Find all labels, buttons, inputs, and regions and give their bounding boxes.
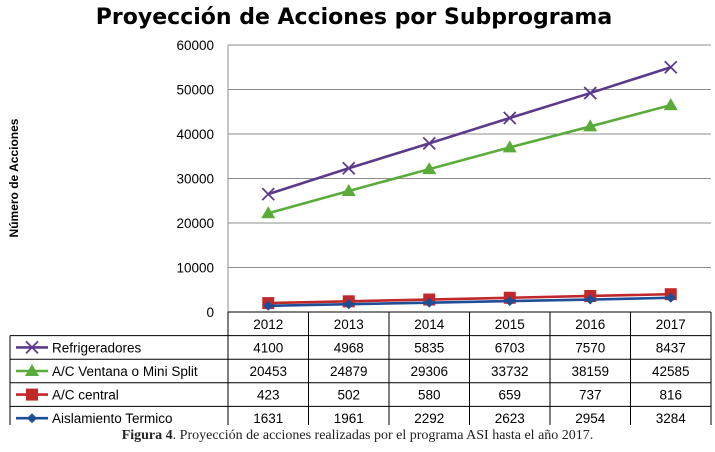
table-value: 8437 — [656, 340, 686, 355]
legend-key — [16, 364, 48, 376]
figure-caption: Figura 4. Proyección de acciones realiza… — [0, 428, 715, 444]
y-tick-label: 10000 — [176, 261, 214, 276]
series-a-c-ventana-o-mini-split — [261, 98, 678, 219]
series-line — [268, 296, 671, 308]
data-table: 2012 2013 2014 2015 2016 2017 Refrigeradores 41… — [9, 311, 712, 425]
series-line — [267, 66, 672, 196]
data-point — [583, 86, 597, 100]
table-value: 38159 — [571, 364, 609, 379]
line-chart: Proyección de Acciones por Subprograma N… — [7, 5, 712, 425]
x-tick-label: 2016 — [575, 317, 605, 332]
table-value: 659 — [498, 388, 521, 403]
table-value: 2954 — [575, 411, 606, 425]
data-point — [503, 111, 517, 125]
data-point — [342, 161, 356, 175]
table-value: 20453 — [249, 364, 287, 379]
data-point — [422, 162, 437, 175]
table-value: 29306 — [410, 364, 448, 379]
data-point — [583, 119, 598, 132]
data-point — [261, 187, 275, 201]
x-tick-label: 2014 — [414, 317, 445, 332]
x-tick-label: 2015 — [495, 317, 525, 332]
data-point — [665, 292, 676, 303]
legend-key — [16, 413, 48, 424]
legend-label: A/C central — [52, 388, 119, 403]
table-value: 1961 — [334, 411, 364, 425]
legend-label: Aislamiento Termico — [52, 411, 173, 425]
data-point — [341, 183, 356, 196]
y-tick-label: 60000 — [176, 38, 214, 53]
data-point — [664, 60, 678, 74]
table-value: 4968 — [334, 340, 364, 355]
y-tick-label: 50000 — [176, 83, 214, 98]
series-refrigeradores — [261, 60, 678, 201]
table-value: 42585 — [652, 364, 690, 379]
data-point — [502, 140, 517, 153]
legend-key — [16, 340, 48, 355]
y-tick-label: 30000 — [176, 172, 214, 187]
table-value: 3284 — [656, 411, 687, 425]
data-point — [261, 206, 276, 219]
table-value: 5835 — [414, 340, 444, 355]
data-point — [263, 300, 274, 311]
table-value: 2292 — [414, 411, 444, 425]
table-value: 580 — [418, 388, 441, 403]
legend-label: Refrigeradores — [52, 340, 142, 355]
series-line — [268, 292, 671, 305]
x-tick-label: 2012 — [253, 317, 283, 332]
legend-key — [16, 388, 48, 401]
gridlines — [227, 44, 711, 312]
series-line — [267, 103, 672, 215]
caption-text: . Proyección de acciones realizadas por … — [172, 428, 594, 443]
data-point — [25, 364, 39, 376]
y-tick-label: 40000 — [176, 127, 214, 142]
table-value: 502 — [337, 388, 360, 403]
series-aislamiento-termico — [263, 292, 676, 311]
y-tick-label: 20000 — [176, 216, 214, 231]
chart-title: Proyección de Acciones por Subprograma — [96, 5, 612, 30]
data-point — [343, 299, 354, 310]
data-point — [585, 294, 596, 305]
table-value: 4100 — [253, 340, 283, 355]
data-point — [422, 136, 436, 150]
y-axis-ticks: 60000 50000 40000 30000 20000 10000 0 — [176, 38, 214, 320]
y-axis-label: Número de Acciones — [7, 118, 21, 237]
table-value: 7570 — [575, 340, 605, 355]
table-value: 24879 — [330, 364, 368, 379]
data-point — [424, 297, 435, 308]
table-value: 816 — [659, 388, 682, 403]
caption-label: Figura 4 — [121, 428, 173, 443]
y-tick-label: 0 — [206, 305, 214, 320]
table-value: 33732 — [491, 364, 529, 379]
table-value: 737 — [579, 388, 602, 403]
x-tick-label: 2013 — [334, 317, 364, 332]
data-point — [663, 98, 678, 111]
x-tick-label: 2017 — [656, 317, 686, 332]
data-point — [27, 413, 37, 424]
table-value: 2623 — [495, 411, 525, 425]
table-value: 6703 — [495, 340, 525, 355]
data-point — [25, 340, 39, 355]
series-lines — [261, 60, 678, 311]
legend-label: A/C Ventana o Mini Split — [52, 364, 198, 379]
data-point — [504, 296, 515, 307]
table-value: 423 — [257, 388, 280, 403]
data-point — [26, 388, 38, 401]
table-value: 1631 — [253, 411, 283, 425]
